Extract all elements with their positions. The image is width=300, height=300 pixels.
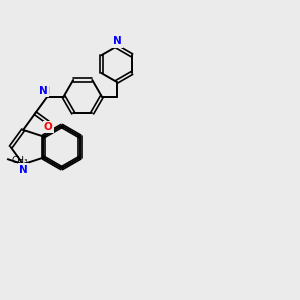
Text: H: H [43, 86, 50, 96]
Text: O: O [44, 122, 53, 132]
Text: N: N [113, 37, 122, 46]
Text: N: N [39, 86, 48, 96]
Text: N: N [19, 164, 28, 175]
Text: CH₃: CH₃ [12, 156, 28, 165]
